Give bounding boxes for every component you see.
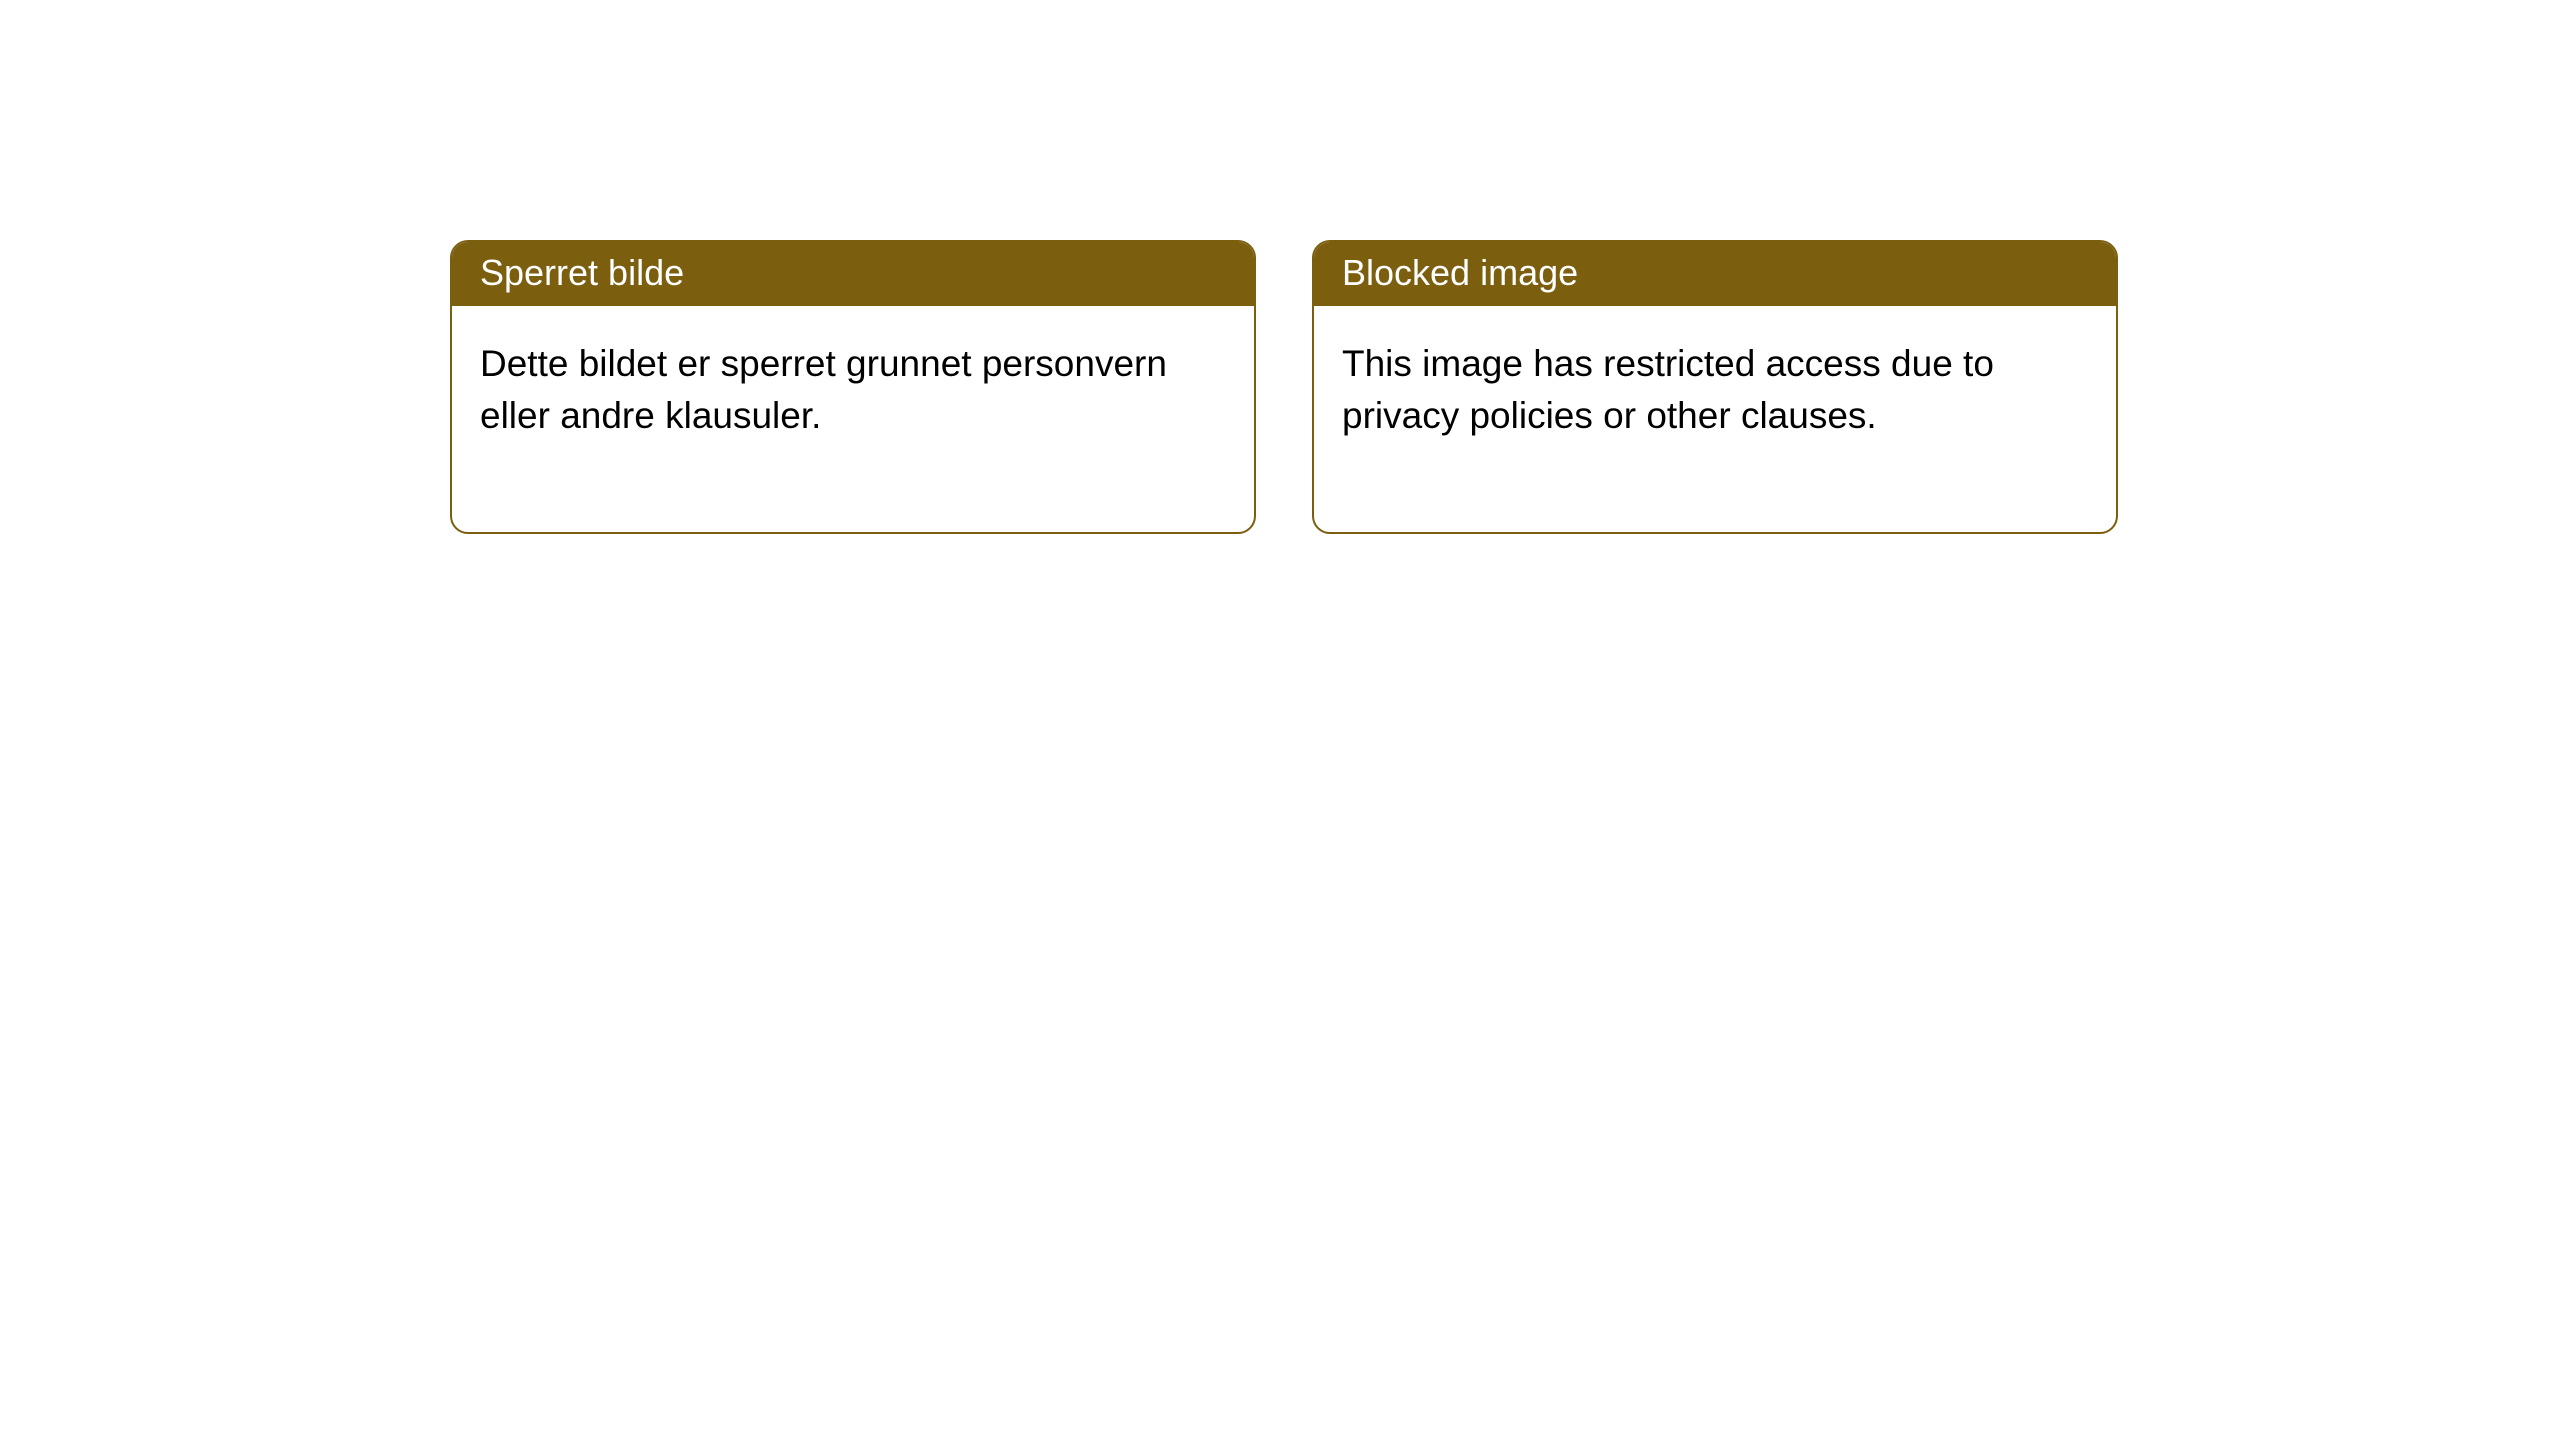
blocked-image-notice-group: Sperret bilde Dette bildet er sperret gr… <box>450 240 2118 534</box>
notice-title-no: Sperret bilde <box>452 242 1254 306</box>
notice-body-en: This image has restricted access due to … <box>1314 306 2116 532</box>
notice-body-no: Dette bildet er sperret grunnet personve… <box>452 306 1254 532</box>
notice-title-en: Blocked image <box>1314 242 2116 306</box>
notice-box-no: Sperret bilde Dette bildet er sperret gr… <box>450 240 1256 534</box>
notice-box-en: Blocked image This image has restricted … <box>1312 240 2118 534</box>
